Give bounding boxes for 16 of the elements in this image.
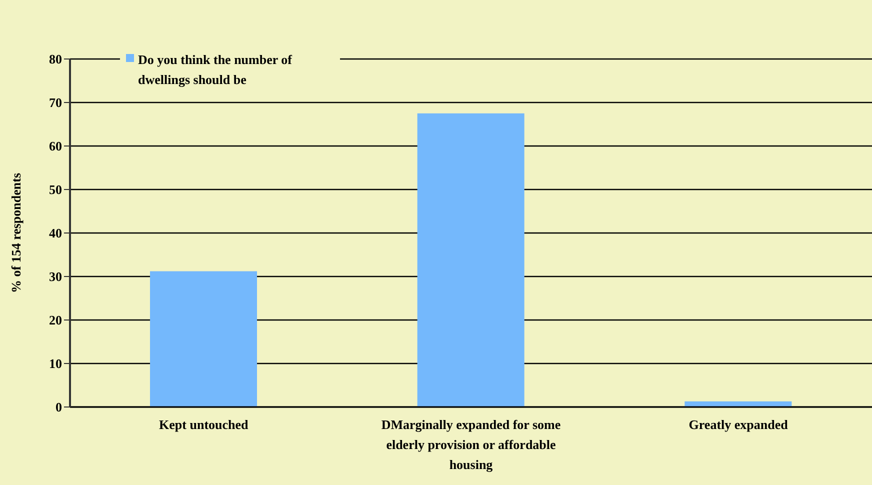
- y-tick-label: 0: [56, 400, 62, 415]
- bar: [417, 113, 524, 407]
- x-tick-label: DMarginally expanded for some elderly provision or affordable housing: [381, 417, 561, 472]
- y-tick-label: 80: [49, 52, 62, 67]
- y-tick-label: 20: [49, 312, 62, 328]
- legend-label: Do you think the number of dwellings should be: [138, 51, 294, 89]
- x-tick-label: Kept untouched: [159, 417, 250, 432]
- y-tick-label: 10: [49, 356, 62, 372]
- y-tick-label: 70: [49, 95, 62, 110]
- y-axis-title: % of 154 respondents: [8, 172, 24, 294]
- y-tick-label: 40: [49, 226, 62, 241]
- x-tick-label: Greatly expanded: [688, 417, 789, 432]
- y-tick-label: 60: [49, 138, 62, 154]
- y-tick-label: 30: [49, 269, 62, 284]
- y-tick-label: 50: [49, 182, 62, 198]
- bar: [150, 271, 257, 407]
